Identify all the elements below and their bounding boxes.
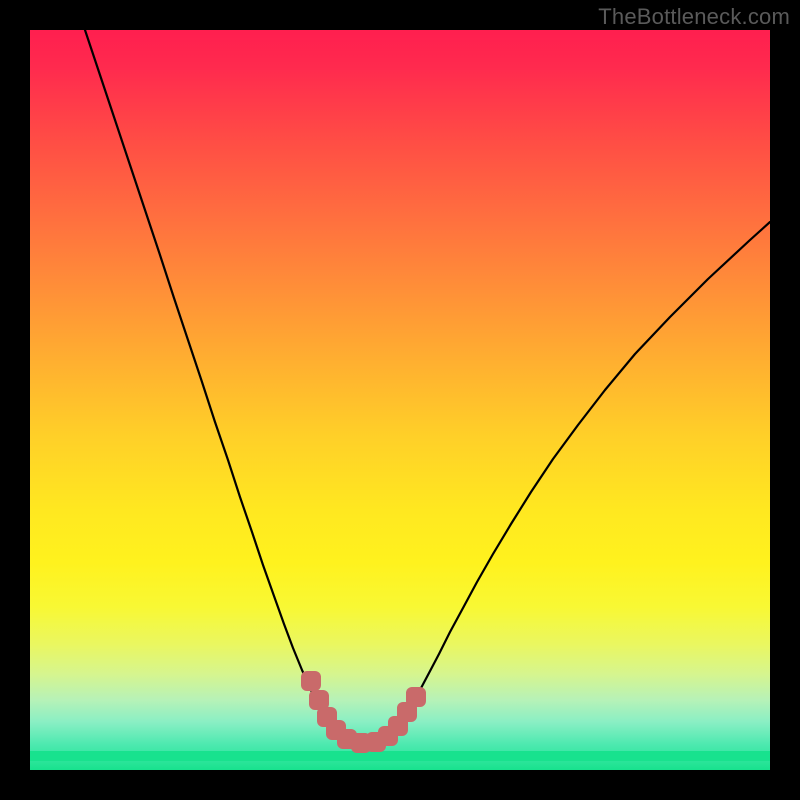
plot-svg [30, 30, 770, 770]
watermark-text: TheBottleneck.com [598, 4, 790, 30]
figure-root: TheBottleneck.com [0, 0, 800, 800]
plot-area [30, 30, 770, 770]
gradient-background [30, 30, 770, 770]
valley-marker [301, 671, 321, 691]
valley-marker [406, 687, 426, 707]
